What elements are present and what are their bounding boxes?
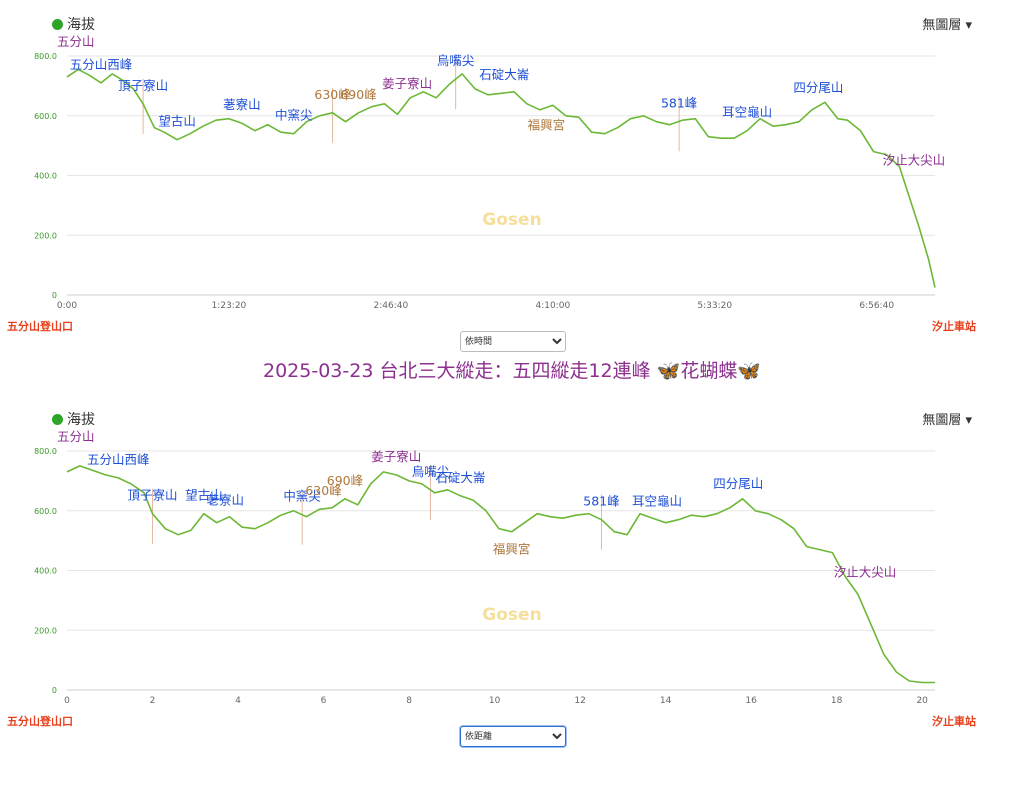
y-tick-label: 200.0 [34,231,57,240]
trail-start-label: 五分山登山口 [7,320,73,333]
peak-label: 荖寮山 [223,97,261,112]
watermark: Gosen [482,210,541,230]
legend[interactable]: 海拔 [52,409,95,429]
peak-label: 姜子寮山 [371,449,421,464]
x-tick-label: 20 [916,696,928,706]
y-tick-label: 400.0 [34,567,57,576]
peak-label: 五分山 [57,429,95,444]
x-tick-label: 5:33:20 [697,301,732,311]
peak-label: 690峰 [340,87,377,102]
peak-label: 望古山 [185,488,223,503]
peak-label: 耳空龜山 [722,105,772,120]
peak-label: 中窯尖 [283,489,321,504]
legend-dot-icon [52,18,63,30]
x-tick-label: 6 [321,696,327,706]
trail-end-label: 汐止車站 [932,320,976,333]
peak-label: 581峰 [583,494,620,509]
x-tick-label: 6:56:40 [859,301,894,311]
y-tick-label: 0 [52,291,57,300]
x-tick-label: 2 [150,696,156,706]
y-tick-label: 600.0 [34,112,57,121]
x-tick-label: 18 [831,696,843,706]
x-tick-label: 1:23:20 [212,301,247,311]
legend-dot-icon [52,413,63,425]
peak-label: 五分山西峰 [87,452,150,467]
x-tick-label: 8 [406,696,412,706]
y-tick-label: 800.0 [34,52,57,61]
peak-label: 烏嘴尖 [437,53,475,68]
x-mode-select[interactable]: 依距離 [460,726,566,747]
peak-label: 四分尾山 [713,476,763,491]
y-tick-label: 600.0 [34,507,57,516]
elevation-chart-by-distance: 海拔 無圖層 ▾ 800.0 600.0 400.0 200.0 0 0 2 4 6 8 10 12 1… [0,395,1024,789]
x-mode-select[interactable]: 依時間 [460,331,566,352]
y-tick-label: 400.0 [34,172,57,181]
x-tick-label: 0 [64,696,70,706]
peak-label: 頂子寮山 [128,488,178,503]
legend-label: 海拔 [67,412,95,428]
x-tick-label: 2:46:40 [374,301,409,311]
x-tick-label: 0:00 [57,301,77,311]
peak-label: 福興宮 [528,118,566,133]
elevation-line[interactable] [66,68,936,288]
x-tick-label: 16 [745,696,757,706]
y-tick-label: 200.0 [34,626,57,635]
layer-menu[interactable]: 無圖層 ▾ [922,413,972,428]
peak-label: 五分山 [57,34,95,49]
trail-end-label: 汐止車站 [932,715,976,728]
y-tick-label: 0 [52,686,57,695]
peak-label: 頂子寮山 [118,78,168,93]
peak-label: 福興宮 [493,542,531,557]
x-tick-label: 4:10:00 [535,301,570,311]
peak-label: 石碇大崙 [479,67,530,82]
peak-label: 石碇大崙 [435,470,486,485]
peak-label: 四分尾山 [793,80,843,95]
x-tick-label: 4 [235,696,241,706]
peak-label: 姜子寮山 [382,76,432,91]
peak-label: 荖寮山 [206,493,244,508]
peak-label: 690峰 [327,473,364,488]
x-tick-label: 14 [660,696,672,706]
elevation-plot: 800.0 600.0 400.0 200.0 00 2 4 6 8 10 12 14 16 18 20 Go… [34,429,935,706]
x-tick-label: 12 [574,696,585,706]
x-tick-label: 10 [489,696,501,706]
peak-label: 五分山西峰 [70,57,133,72]
peak-label: 630峰 [314,87,351,102]
peak-label: 630峰 [305,483,342,498]
legend-label: 海拔 [67,17,95,33]
peak-label: 汐止大尖山 [834,564,897,579]
peak-label: 烏嘴尖 [412,464,450,479]
elevation-chart-by-time: 海拔 無圖層 ▾ 800.0 600.0 400.0 200.0 0 0:00 1:23:2… [0,0,1024,352]
peak-label: 581峰 [661,95,698,110]
elevation-plot: 800.0 600.0 400.0 200.0 00:00 1:23:20 2:46:40 4… [34,34,946,311]
y-tick-label: 800.0 [34,447,57,456]
peak-label: 望古山 [158,114,196,129]
layer-menu[interactable]: 無圖層 ▾ [922,18,972,33]
trail-start-label: 五分山登山口 [7,715,73,728]
elevation-line[interactable] [66,465,935,684]
peak-label: 耳空龜山 [632,494,682,509]
legend[interactable]: 海拔 [52,14,95,34]
peak-label: 汐止大尖山 [883,152,946,167]
page-title: 2025-03-23 台北三大縱走：五四縱走12連峰 🦋花蝴蝶🦋 [263,360,761,382]
watermark: Gosen [482,605,541,625]
peak-label: 中窯尖 [275,108,313,123]
